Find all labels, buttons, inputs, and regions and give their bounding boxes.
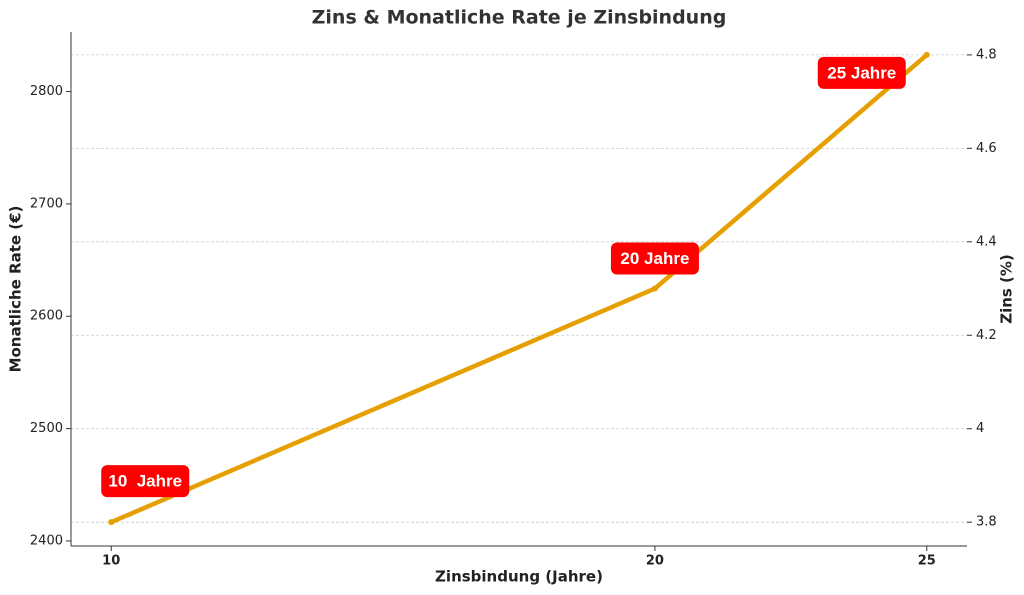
annotation: 20 Jahre bbox=[620, 249, 689, 268]
y-tick-label: 2400 bbox=[30, 533, 63, 548]
y-tick-label: 2600 bbox=[30, 309, 63, 324]
annotation-box bbox=[101, 465, 190, 498]
annotation-box bbox=[817, 56, 906, 89]
y2-tick-label: 3.8 bbox=[976, 515, 997, 530]
y2-tick-label: 4.6 bbox=[976, 141, 997, 156]
data-point bbox=[651, 285, 658, 292]
x-axis-label: Zinsbindung (Jahre) bbox=[435, 568, 603, 586]
data-line bbox=[110, 53, 929, 525]
annotation: 25 Jahre bbox=[827, 63, 896, 82]
x-tick-label: 10 bbox=[102, 554, 120, 569]
x-tick-label: 25 bbox=[918, 554, 936, 569]
y-tick-label: 2500 bbox=[30, 421, 63, 436]
data-point bbox=[108, 519, 115, 526]
y-tick-label: 2700 bbox=[30, 196, 63, 211]
y-tick-label: 2800 bbox=[30, 84, 63, 99]
y2-tick-label: 4.2 bbox=[976, 328, 997, 343]
y2-axis-label: Zins (%) bbox=[998, 254, 1016, 324]
data-point bbox=[923, 51, 930, 58]
annotation-box bbox=[610, 242, 699, 275]
y2-tick-label: 4 bbox=[976, 421, 984, 436]
y2-tick-label: 4.8 bbox=[976, 47, 997, 62]
x-tick-label: 20 bbox=[646, 554, 664, 569]
annotation: 10 Jahre bbox=[108, 472, 182, 491]
y2-tick-label: 4.4 bbox=[976, 234, 997, 249]
y-axis-label: Monatliche Rate (€) bbox=[7, 206, 25, 373]
chart-title: Zins & Monatliche Rate je Zinsbindung bbox=[312, 7, 727, 29]
